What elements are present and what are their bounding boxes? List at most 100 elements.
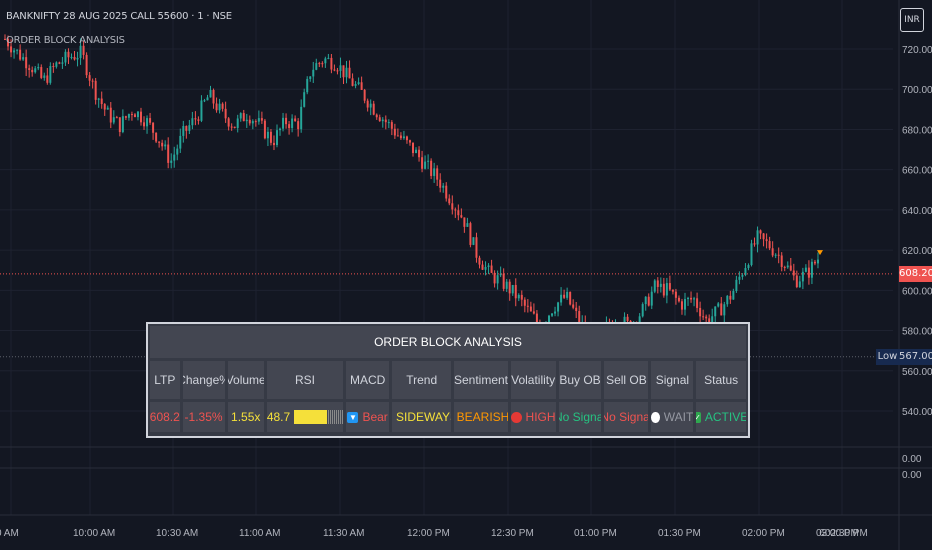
candle-body	[783, 266, 786, 268]
candle-body	[436, 168, 439, 180]
candle-body	[155, 132, 158, 142]
candle-body	[387, 122, 390, 124]
last-price-tag: 608.20	[899, 265, 932, 282]
candle-body	[109, 107, 112, 123]
candle-body	[548, 315, 550, 324]
candle-body	[136, 111, 139, 118]
candle-body	[197, 119, 200, 121]
low-price-tag: 567.00	[899, 349, 932, 365]
candle-body	[260, 118, 263, 121]
candle-body	[786, 265, 789, 268]
table-value-row: 608.2 -1.35% 1.55x 48.7 ▼ Bear ⇄ SIDEWAY…	[150, 402, 746, 432]
candle-body	[221, 103, 224, 109]
candle-body	[408, 140, 411, 143]
candle-body	[777, 254, 780, 256]
candle-body	[31, 69, 34, 73]
candle-body	[418, 149, 421, 158]
y-tick-label: 580.00	[902, 327, 932, 338]
x-tick-label: 01:00 PM	[574, 528, 617, 539]
candle-body	[801, 271, 804, 282]
candle-body	[161, 142, 164, 147]
candle-body	[97, 98, 100, 100]
candle-body	[499, 273, 502, 276]
candle-body	[297, 121, 300, 130]
candle-body	[167, 144, 170, 163]
candle-body	[653, 280, 656, 292]
candle-body	[70, 56, 73, 58]
candle-body	[520, 294, 523, 300]
candle-body	[575, 307, 578, 312]
candle-body	[106, 107, 109, 110]
candle-body	[569, 291, 572, 305]
candle-body	[650, 291, 653, 306]
candle-body	[671, 289, 674, 292]
signal-value: WAIT	[663, 410, 694, 424]
x-tick-label: 10:00 AM	[73, 528, 115, 539]
low-label: Low	[876, 349, 899, 365]
candle-body	[384, 119, 387, 123]
candle-body	[780, 255, 783, 267]
candle-body	[40, 67, 43, 78]
candle-body	[164, 144, 167, 147]
candle-body	[67, 51, 70, 58]
candle-body	[532, 311, 535, 314]
candle-body	[191, 118, 194, 126]
x-tick-label: 10:30 AM	[156, 528, 198, 539]
candle-body	[61, 62, 64, 64]
candle-body	[759, 230, 762, 234]
volatility-cell: HIGH	[510, 402, 556, 432]
candle-body	[58, 62, 61, 64]
volatility-value: HIGH	[525, 410, 556, 424]
candle-body	[173, 154, 176, 161]
candle-body	[396, 135, 399, 137]
candle-body	[807, 267, 810, 278]
candle-body	[49, 66, 52, 83]
candle-body	[188, 125, 191, 131]
candle-body	[25, 57, 28, 69]
candle-body	[294, 118, 297, 122]
y-tick-label: 600.00	[902, 286, 932, 297]
rsi-cell: 48.7	[266, 402, 344, 432]
x-tick-label: 03:00 PM	[816, 528, 859, 539]
candle-body	[723, 304, 726, 316]
symbol-title[interactable]: BANKNIFTY 28 AUG 2025 CALL 55600 · 1 · N…	[6, 11, 232, 22]
candle-body	[43, 75, 46, 78]
candle-body	[324, 58, 327, 64]
candle-body	[644, 296, 647, 305]
x-tick-label: 0 AM	[0, 528, 19, 539]
candle-body	[303, 92, 306, 107]
candle-body	[130, 114, 133, 116]
candle-body	[7, 39, 10, 47]
candle-body	[91, 80, 94, 82]
macd-value: Bear	[362, 410, 388, 424]
candle-body	[52, 66, 55, 68]
candle-body	[415, 149, 418, 154]
candle-body	[765, 239, 768, 242]
candle-body	[357, 82, 360, 85]
candle-body	[684, 299, 686, 310]
candle-body	[529, 306, 532, 312]
candle-body	[179, 135, 182, 149]
change-value: -1.35%	[182, 402, 225, 432]
indicator-tick-label: 0.00	[902, 470, 922, 481]
candle-body	[28, 68, 31, 70]
candle-body	[315, 63, 318, 70]
candle-body	[762, 233, 765, 240]
candle-body	[200, 100, 203, 121]
table-title: ORDER BLOCK ANALYSIS	[150, 326, 746, 358]
candle-body	[472, 237, 475, 245]
indicator-title[interactable]: ORDER BLOCK ANALYSIS	[6, 35, 125, 46]
candle-body	[369, 103, 372, 108]
candle-body	[711, 316, 714, 324]
candle-body	[10, 46, 13, 53]
currency-button[interactable]: INR	[900, 8, 924, 32]
candle-body	[626, 316, 629, 321]
candle-body	[433, 168, 436, 176]
candle-body	[551, 313, 554, 316]
candle-body	[412, 142, 414, 154]
candle-body	[127, 114, 130, 118]
candle-body	[810, 261, 813, 278]
candle-body	[146, 118, 149, 127]
trend-value: SIDEWAYS	[396, 410, 451, 424]
